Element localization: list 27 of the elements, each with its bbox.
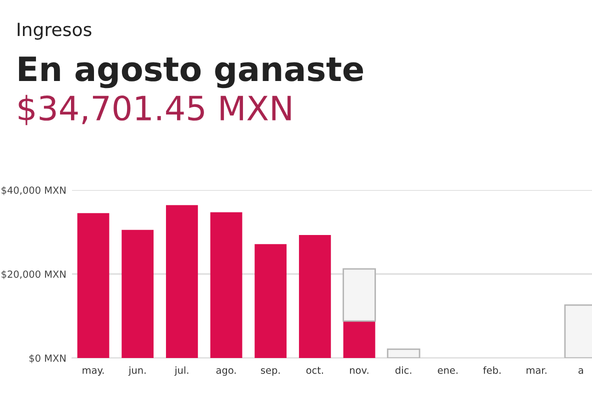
x-tick-label: nov. — [350, 368, 368, 374]
bar — [342, 268, 376, 322]
bar — [343, 321, 376, 358]
y-tick-label: $40,000 MXN — [2, 186, 66, 196]
x-tick-label: oct. — [306, 366, 323, 374]
bar — [210, 212, 242, 358]
bar — [254, 244, 287, 358]
x-tick-label: feb. — [483, 366, 501, 374]
x-tick-label: a — [578, 368, 584, 374]
x-tick-label: ago. — [216, 368, 236, 376]
x-tick-label: jul. — [174, 366, 188, 376]
bar — [122, 230, 154, 358]
bar — [386, 348, 420, 358]
x-tick-label: ene. — [438, 368, 458, 374]
text: $34,701.45 MXN — [18, 94, 291, 126]
y-tick-label: $0 MXN — [29, 354, 66, 364]
bar — [77, 213, 110, 358]
x-tick-label: mar. — [526, 368, 546, 374]
chart-subtitle: En agosto ganaste — [19, 56, 363, 88]
x-tick-label: may. — [82, 368, 104, 376]
y-tick-label: $20,000 MXN — [2, 270, 66, 280]
bar — [298, 234, 331, 358]
bar — [166, 205, 198, 358]
x-tick-label: sep. — [260, 368, 280, 376]
x-tick-label: dic. — [395, 366, 412, 374]
x-tick-label: jun. — [128, 366, 146, 376]
chart-title: Ingresos — [18, 22, 92, 40]
